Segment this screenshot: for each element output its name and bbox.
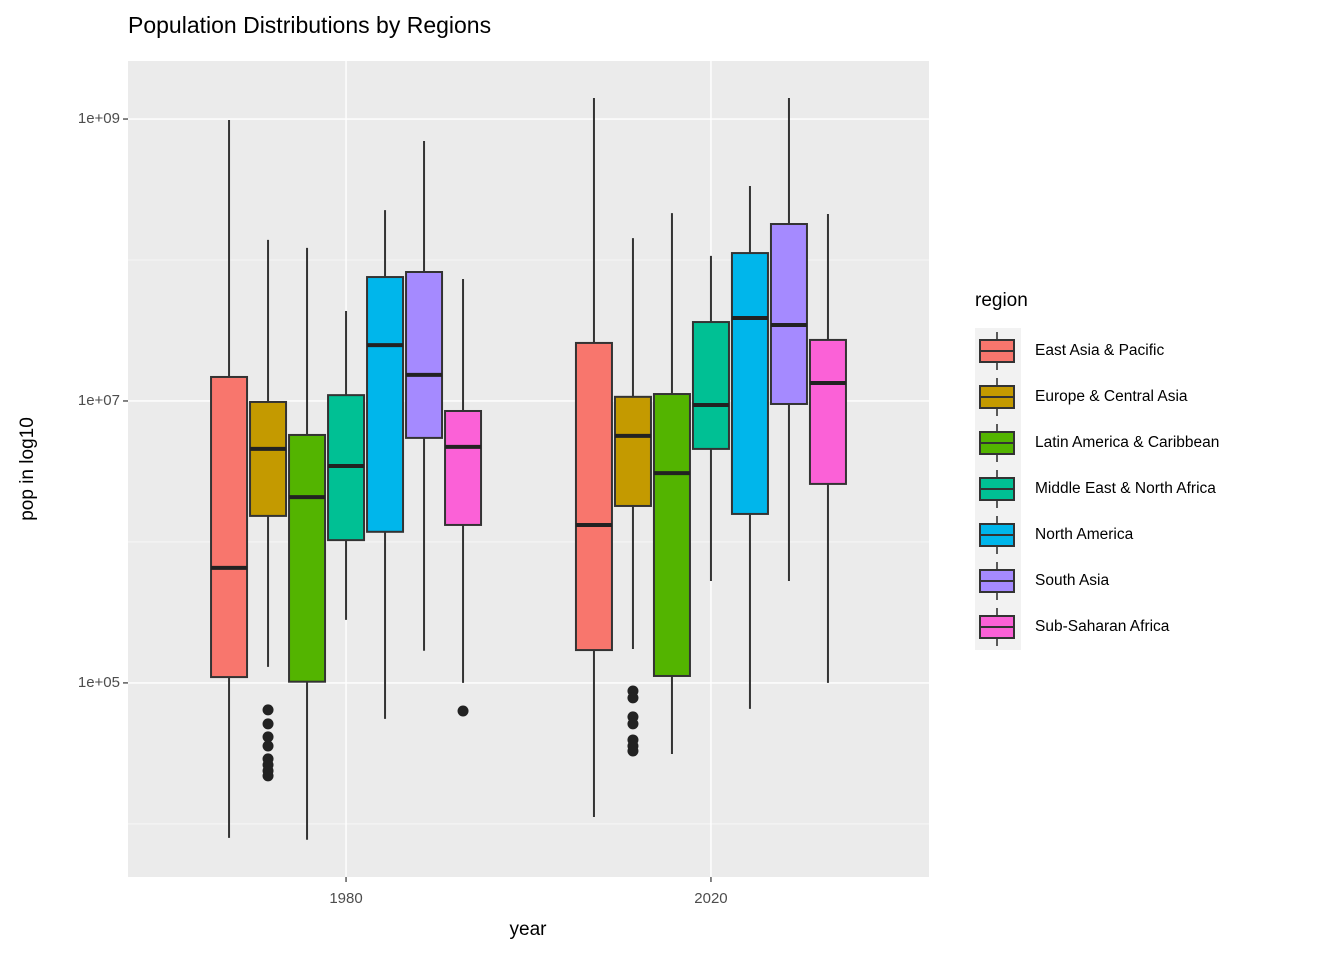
box <box>210 375 249 679</box>
plot-panel <box>128 61 929 877</box>
y-tick-label: 1e+07 <box>78 392 120 409</box>
y-tick-label: 1e+09 <box>78 110 120 127</box>
box <box>444 409 483 526</box>
box <box>574 341 613 652</box>
x-tick-label: 1980 <box>329 890 362 907</box>
outlier <box>262 770 274 782</box>
outlier <box>262 731 274 743</box>
box <box>730 252 769 515</box>
outlier <box>262 740 274 752</box>
legend-title: region <box>975 290 1028 311</box>
box <box>769 223 808 405</box>
y-tick-label: 1e+05 <box>78 674 120 691</box>
legend-label: South Asia <box>1035 572 1109 589</box>
outlier <box>627 745 639 757</box>
x-axis-label: year <box>510 919 548 940</box>
outlier <box>627 692 639 704</box>
box <box>691 321 730 450</box>
box <box>613 395 652 507</box>
legend-label: Sub-Saharan Africa <box>1035 618 1170 635</box>
outlier <box>262 704 274 716</box>
outlier <box>627 718 639 730</box>
outlier <box>457 705 469 717</box>
box <box>652 393 691 677</box>
outlier <box>262 718 274 730</box>
legend-label: East Asia & Pacific <box>1035 342 1164 359</box>
box <box>808 338 847 485</box>
legend-label: Latin America & Caribbean <box>1035 434 1219 451</box>
box <box>405 271 444 439</box>
legend-label: North America <box>1035 526 1134 543</box>
legend-label: Middle East & North Africa <box>1035 480 1216 497</box>
legend-label: Europe & Central Asia <box>1035 388 1188 405</box>
box <box>249 400 288 517</box>
x-tick-label: 2020 <box>694 890 727 907</box>
chart-title: Population Distributions by Regions <box>128 12 491 38</box>
box <box>288 433 327 683</box>
box <box>366 276 405 533</box>
y-axis-label: pop in log10 <box>17 417 38 521</box>
